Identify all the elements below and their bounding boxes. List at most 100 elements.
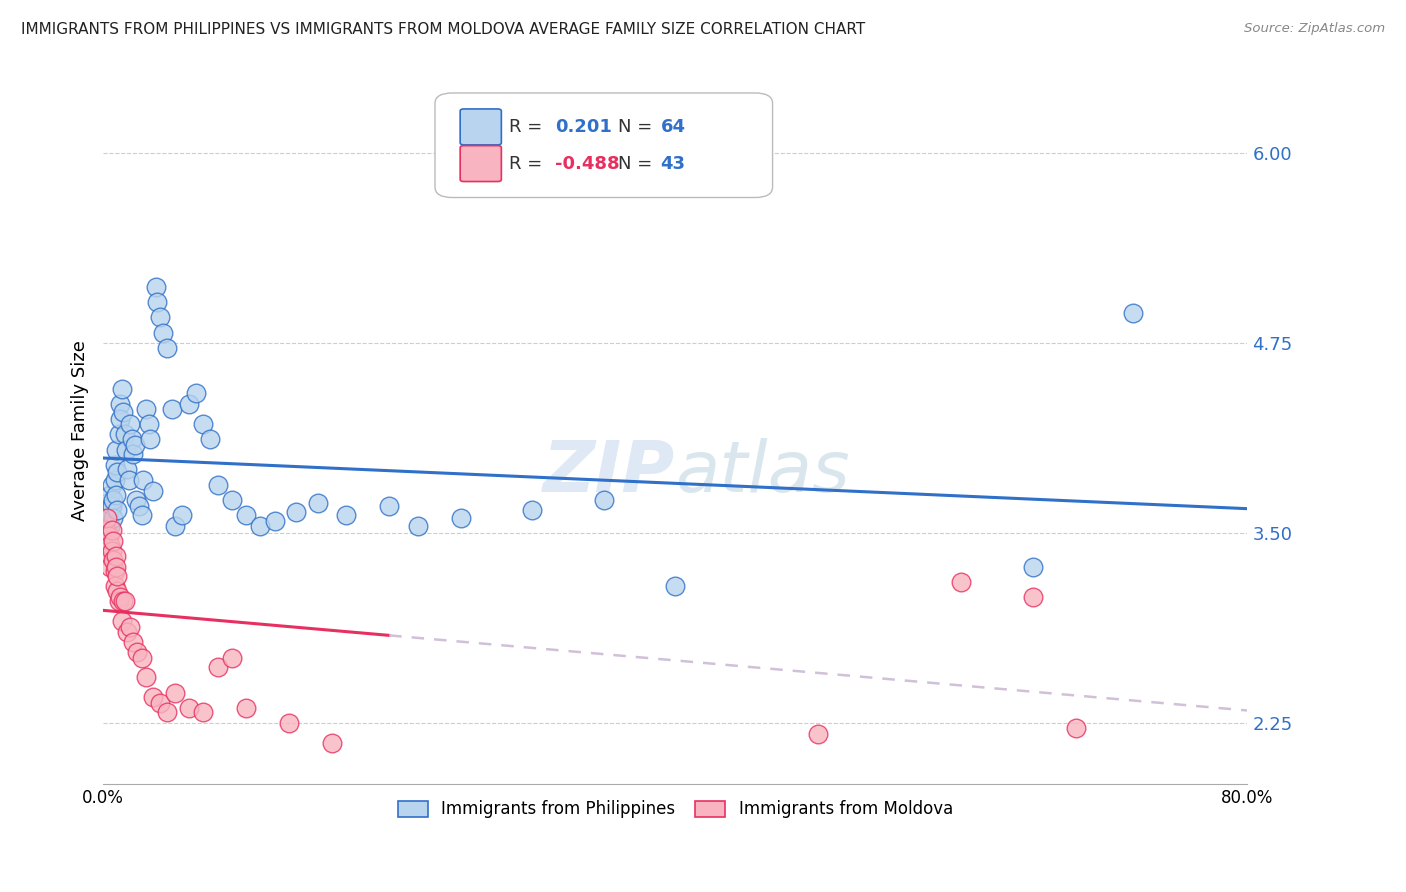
FancyBboxPatch shape [460,109,502,145]
Point [160,401,183,416]
Point [114,594,136,608]
Point [107,583,129,598]
Text: R =: R = [509,154,548,172]
Y-axis label: Average Family Size: Average Family Size [72,340,89,521]
Point [1122,306,1144,320]
Point [96,511,118,525]
Text: -0.488: -0.488 [555,154,620,172]
Point [149,696,172,710]
Point [221,492,243,507]
Legend: Immigrants from Philippines, Immigrants from Moldova: Immigrants from Philippines, Immigrants … [391,794,959,825]
Point [146,295,169,310]
Point [101,533,124,548]
Point [103,473,125,487]
Point [149,310,172,325]
Point [103,579,125,593]
Point [207,660,229,674]
Point [101,553,124,567]
Point [115,442,138,457]
Text: Source: ZipAtlas.com: Source: ZipAtlas.com [1244,22,1385,36]
Point [139,432,162,446]
Point [110,412,132,426]
FancyBboxPatch shape [460,145,502,182]
Point [103,564,125,578]
Point [152,326,174,340]
Text: 43: 43 [661,154,685,172]
Point [124,438,146,452]
Point [249,518,271,533]
Point [221,650,243,665]
Point [138,417,160,431]
Point [1022,590,1045,604]
Point [111,382,134,396]
Point [200,432,222,446]
Point [145,280,167,294]
Point [522,503,544,517]
Point [207,477,229,491]
Point [664,579,686,593]
Point [100,477,122,491]
Point [235,700,257,714]
Point [96,496,118,510]
Point [132,473,155,487]
Point [100,544,122,558]
Point [142,690,165,705]
Point [1022,559,1045,574]
Point [98,559,121,574]
Point [107,568,129,582]
Text: N =: N = [619,154,658,172]
Point [278,716,301,731]
Point [94,523,117,537]
Point [107,466,129,480]
Point [98,488,121,502]
Point [105,549,128,563]
Point [97,529,120,543]
Point [163,518,186,533]
Point [110,590,132,604]
Point [285,505,308,519]
Point [97,511,120,525]
Point [107,503,129,517]
Point [163,685,186,699]
Point [105,488,128,502]
Point [122,635,145,649]
Point [120,620,142,634]
Text: 64: 64 [661,118,685,136]
Text: N =: N = [619,118,658,136]
Point [307,496,329,510]
Point [807,726,830,740]
Point [101,492,124,507]
Point [131,650,153,665]
Point [156,341,179,355]
Point [105,559,128,574]
Point [110,397,132,411]
Point [378,499,401,513]
Point [96,533,118,548]
Point [100,499,122,513]
Point [111,614,134,628]
Point [97,549,120,563]
Point [135,670,157,684]
Text: IMMIGRANTS FROM PHILIPPINES VS IMMIGRANTS FROM MOLDOVA AVERAGE FAMILY SIZE CORRE: IMMIGRANTS FROM PHILIPPINES VS IMMIGRANT… [21,22,865,37]
Text: 0.201: 0.201 [555,118,612,136]
Point [120,417,142,431]
Point [112,594,135,608]
Point [135,401,157,416]
Point [101,511,124,525]
Point [406,518,429,533]
Point [235,508,257,522]
Point [125,492,148,507]
Point [118,473,141,487]
Point [950,574,973,589]
Point [193,706,215,720]
Point [117,462,139,476]
Point [94,503,117,517]
Point [108,594,131,608]
Point [170,508,193,522]
Point [103,458,125,472]
Point [98,518,121,533]
Point [177,700,200,714]
Point [128,499,150,513]
Point [1064,721,1087,735]
Point [592,492,614,507]
